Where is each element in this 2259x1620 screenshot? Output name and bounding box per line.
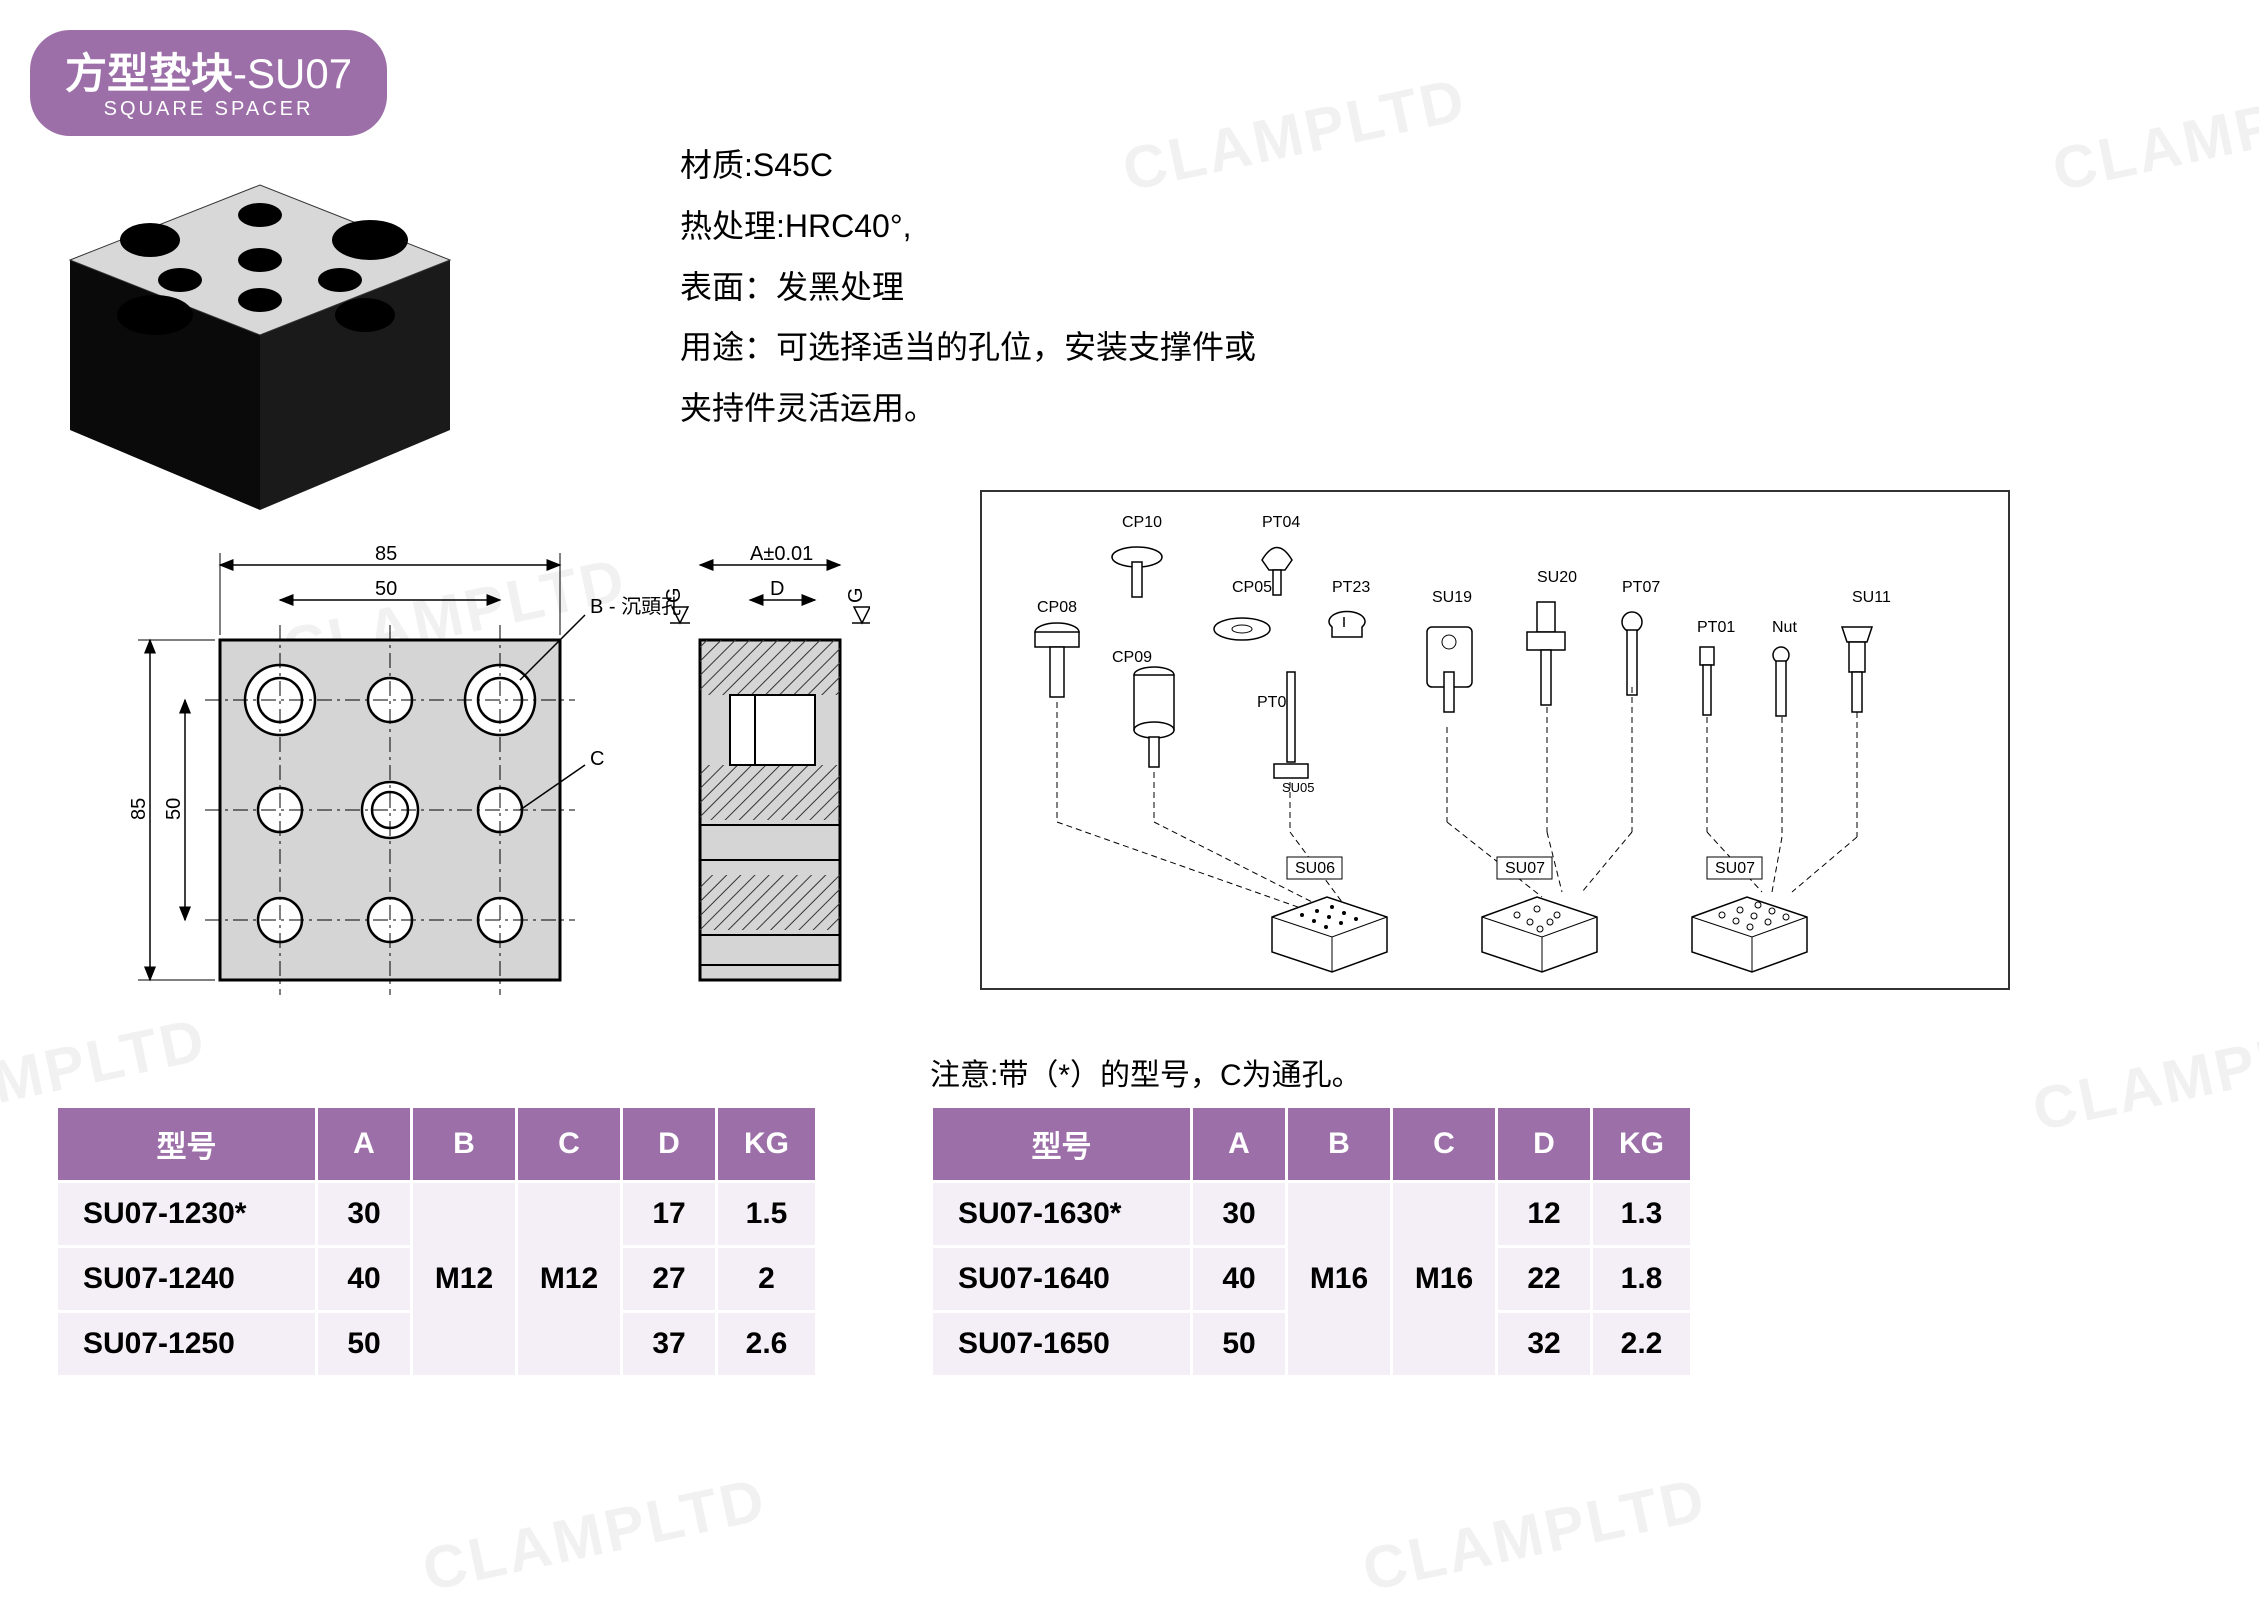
th-kg: KG: [1592, 1107, 1692, 1182]
cell-model: SU07-1240: [57, 1247, 317, 1312]
cell-d: 12: [1497, 1182, 1592, 1247]
spec-table-1: 型号 A B C D KG SU07-1230* 30 M12 M12 17 1…: [55, 1105, 818, 1378]
th-model: 型号: [932, 1107, 1192, 1182]
th-a: A: [1192, 1107, 1287, 1182]
cell-a: 30: [317, 1182, 412, 1247]
spec-surface-key: 表面：: [680, 269, 776, 305]
part-label: PT07: [1622, 579, 1660, 596]
th-b: B: [412, 1107, 517, 1182]
spec-use-line2: 夹持件灵活运用。: [680, 378, 1256, 439]
cell-model: SU07-1250: [57, 1312, 317, 1377]
cell-c: M12: [517, 1182, 622, 1377]
cell-a: 50: [1192, 1312, 1287, 1377]
spec-block: 材质:S45C 热处理:HRC40°, 表面：发黑处理 用途：可选择适当的孔位，…: [680, 135, 1256, 439]
spec-use-val: 可选择适当的孔位，安装支撑件或: [776, 329, 1256, 365]
table-header-row: 型号 A B C D KG: [57, 1107, 817, 1182]
spec-table-2: 型号 A B C D KG SU07-1630* 30 M16 M16 12 1…: [930, 1105, 1693, 1378]
cell-a: 40: [1192, 1247, 1287, 1312]
cell-kg: 2.2: [1592, 1312, 1692, 1377]
th-c: C: [1392, 1107, 1497, 1182]
part-label: CP08: [1037, 599, 1077, 616]
watermark: CLAMPLTD: [417, 1464, 773, 1604]
cell-model: SU07-1630*: [932, 1182, 1192, 1247]
cell-c: M16: [1392, 1182, 1497, 1377]
th-b: B: [1287, 1107, 1392, 1182]
part-label: Nut: [1772, 619, 1797, 636]
cell-b: M16: [1287, 1182, 1392, 1377]
spec-material-val: S45C: [753, 147, 833, 183]
dim-inner-w: 50: [375, 578, 397, 600]
cell-d: 32: [1497, 1312, 1592, 1377]
part-label: CP10: [1122, 514, 1162, 531]
cell-b: M12: [412, 1182, 517, 1377]
part-label: PT23: [1332, 579, 1370, 596]
cell-d: 27: [622, 1247, 717, 1312]
title-main: 方型垫块: [65, 50, 233, 97]
cell-kg: 2: [717, 1247, 817, 1312]
part-su07: SU07: [1715, 860, 1755, 877]
watermark: CLAMPLTD: [2047, 64, 2259, 204]
part-label: PT04: [1262, 514, 1300, 531]
g-right: G: [845, 587, 867, 603]
dim-d: D: [770, 578, 784, 600]
th-kg: KG: [717, 1107, 817, 1182]
spec-surface-val: 发黑处理: [776, 269, 904, 305]
cell-d: 37: [622, 1312, 717, 1377]
part-label: CP05: [1232, 579, 1272, 596]
product-render: [20, 130, 570, 530]
spec-material-key: 材质:: [680, 147, 753, 183]
part-label: CP09: [1112, 649, 1152, 666]
part-label: SU11: [1852, 589, 1891, 606]
title-code: -SU07: [233, 50, 352, 97]
spec-heat-val: HRC40°,: [785, 208, 912, 244]
th-d: D: [622, 1107, 717, 1182]
assembly-diagram: CP10 PT04 CP08 CP05 PT23 SU19 SU20 PT07 …: [980, 490, 2010, 990]
part-label: SU19: [1432, 589, 1472, 606]
dim-a: A±0.01: [750, 545, 813, 565]
cell-model: SU07-1650: [932, 1312, 1192, 1377]
cell-a: 40: [317, 1247, 412, 1312]
label-c: C: [590, 748, 604, 770]
th-a: A: [317, 1107, 412, 1182]
part-nut: SU05: [1282, 780, 1315, 795]
part-label: PT01: [1697, 619, 1735, 636]
dim-width: 85: [375, 545, 397, 565]
cell-a: 50: [317, 1312, 412, 1377]
cell-model: SU07-1640: [932, 1247, 1192, 1312]
cell-d: 17: [622, 1182, 717, 1247]
spec-heat-key: 热处理:: [680, 208, 785, 244]
spec-use-key: 用途：: [680, 329, 776, 365]
th-model: 型号: [57, 1107, 317, 1182]
note-text: 注意:带（*）的型号，C为通孔。: [930, 1050, 1362, 1094]
part-label: SU20: [1537, 569, 1577, 586]
title-badge: 方型垫块-SU07 SQUARE SPACER: [30, 30, 387, 136]
part-su05: SU06: [1295, 860, 1335, 877]
table-row: SU07-1630* 30 M16 M16 12 1.3: [932, 1182, 1692, 1247]
cell-d: 22: [1497, 1247, 1592, 1312]
watermark: CLAMPLTD: [2027, 1004, 2259, 1144]
dim-inner-h: 50: [163, 798, 185, 820]
cell-model: SU07-1230*: [57, 1182, 317, 1247]
cell-kg: 1.3: [1592, 1182, 1692, 1247]
th-c: C: [517, 1107, 622, 1182]
title-subtitle: SQUARE SPACER: [65, 98, 352, 121]
table-row: SU07-1230* 30 M12 M12 17 1.5: [57, 1182, 817, 1247]
part-su06: SU07: [1505, 860, 1545, 877]
cell-kg: 2.6: [717, 1312, 817, 1377]
watermark: CLAMPLTD: [1357, 1464, 1713, 1604]
cell-a: 30: [1192, 1182, 1287, 1247]
th-d: D: [1497, 1107, 1592, 1182]
dim-height: 85: [128, 798, 150, 820]
table-header-row: 型号 A B C D KG: [932, 1107, 1692, 1182]
cell-kg: 1.5: [717, 1182, 817, 1247]
g-left: G: [663, 587, 685, 603]
cell-kg: 1.8: [1592, 1247, 1692, 1312]
engineering-drawing: 85 50 85 50 B - 沉頭孔 C A±0.01 D G G: [120, 545, 870, 1025]
